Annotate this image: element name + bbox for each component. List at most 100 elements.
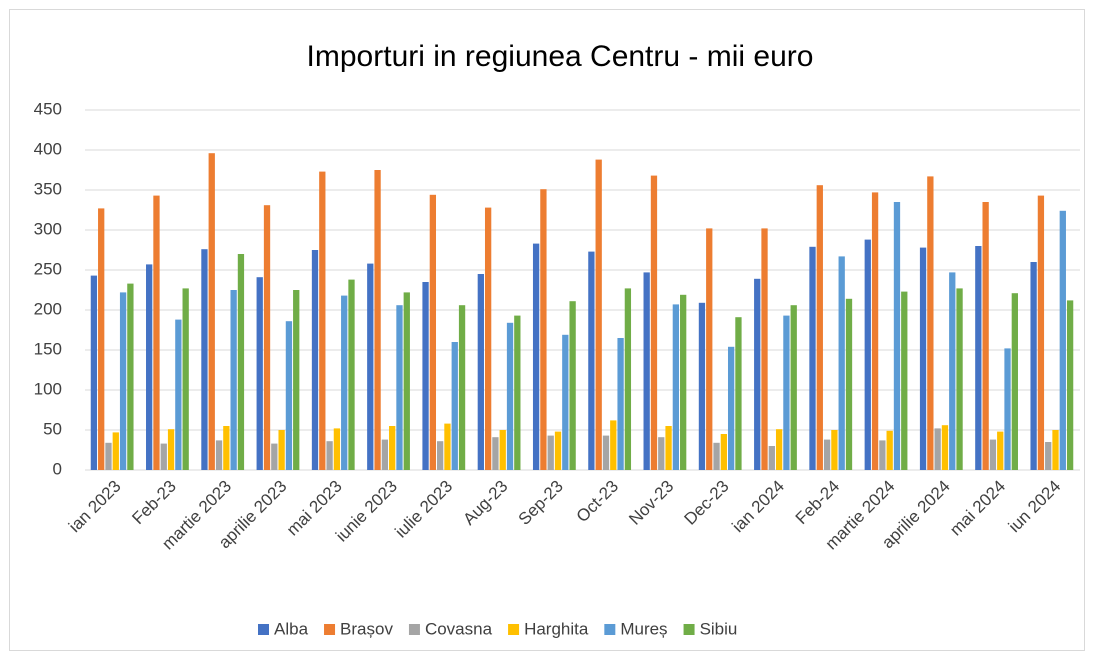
bar [381, 439, 389, 470]
legend-swatch [508, 624, 520, 635]
y-tick-label: 50 [43, 419, 62, 438]
bar [1037, 195, 1045, 470]
bar [437, 441, 444, 470]
bar [256, 277, 263, 470]
bar [429, 194, 437, 471]
bar [665, 426, 672, 470]
bar [484, 207, 492, 470]
y-tick-label: 300 [34, 219, 62, 238]
legend-swatch [408, 624, 420, 635]
legend-label: Alba [274, 619, 309, 638]
bar [893, 202, 901, 470]
bar [105, 442, 112, 470]
bar [554, 431, 562, 470]
bar [271, 443, 278, 470]
bar [588, 251, 595, 470]
y-tick-label: 450 [34, 99, 62, 118]
bar [1030, 262, 1037, 470]
bar [761, 228, 768, 470]
bar [790, 305, 797, 470]
legend-swatch [258, 624, 269, 635]
bar [886, 430, 893, 470]
bar [823, 439, 831, 470]
bar [879, 440, 886, 470]
bar [90, 275, 98, 470]
bar [311, 250, 319, 470]
legend-swatch [604, 624, 616, 635]
bar [775, 429, 783, 470]
bar [595, 159, 602, 470]
bar [838, 256, 845, 470]
bar [326, 441, 333, 470]
bar [975, 246, 982, 470]
bar [610, 420, 617, 470]
legend-label: Harghita [524, 619, 589, 638]
bar [706, 228, 713, 470]
bar [1066, 300, 1074, 470]
bar [1052, 430, 1059, 470]
bar [285, 321, 293, 470]
bar [444, 423, 451, 470]
bar [720, 434, 727, 470]
bar [215, 440, 223, 470]
bar [514, 315, 521, 470]
bar [602, 435, 610, 470]
bar [547, 435, 554, 470]
bar [119, 292, 127, 470]
bar [901, 291, 908, 470]
bar [237, 254, 245, 470]
bar [175, 319, 182, 470]
bar [451, 342, 458, 470]
bar [864, 239, 871, 470]
bar [713, 442, 720, 470]
bar [680, 294, 687, 470]
bar [845, 298, 853, 470]
bar [127, 283, 134, 470]
bar [617, 338, 624, 470]
bar [396, 305, 403, 470]
bar [658, 437, 665, 470]
bar [941, 425, 949, 470]
bar [624, 288, 632, 470]
bar [230, 290, 237, 470]
bar [374, 170, 381, 470]
bar [1045, 442, 1052, 470]
y-tick-label: 250 [34, 259, 62, 278]
bar [477, 274, 484, 470]
y-tick-label: 400 [34, 139, 62, 158]
bar [506, 322, 514, 470]
chart-title: Importuri in regiunea Centru - mii euro [307, 40, 814, 73]
bar [997, 431, 1004, 470]
bar [956, 288, 963, 470]
bar [182, 288, 189, 470]
bar [278, 430, 285, 470]
bar [146, 264, 153, 470]
legend-label: Brașov [340, 619, 393, 638]
bar [927, 176, 934, 470]
legend-label: Covasna [425, 619, 493, 638]
bar [698, 302, 706, 470]
bar [499, 430, 506, 470]
bar [223, 426, 230, 470]
bar [1011, 293, 1018, 470]
bar [643, 272, 650, 470]
bar [403, 292, 410, 470]
bar [727, 346, 735, 470]
bar [650, 175, 658, 470]
legend-swatch [324, 624, 336, 635]
y-tick-label: 0 [53, 459, 62, 478]
bar [816, 185, 823, 470]
y-tick-label: 150 [34, 339, 62, 358]
bar [735, 317, 742, 470]
bar [458, 305, 466, 470]
legend-label: Sibiu [700, 619, 738, 638]
bar [160, 443, 167, 470]
bar [532, 243, 540, 470]
bar [293, 290, 300, 470]
bar [672, 304, 680, 470]
bar [1059, 210, 1066, 471]
bar [989, 439, 997, 470]
bar [492, 437, 499, 470]
